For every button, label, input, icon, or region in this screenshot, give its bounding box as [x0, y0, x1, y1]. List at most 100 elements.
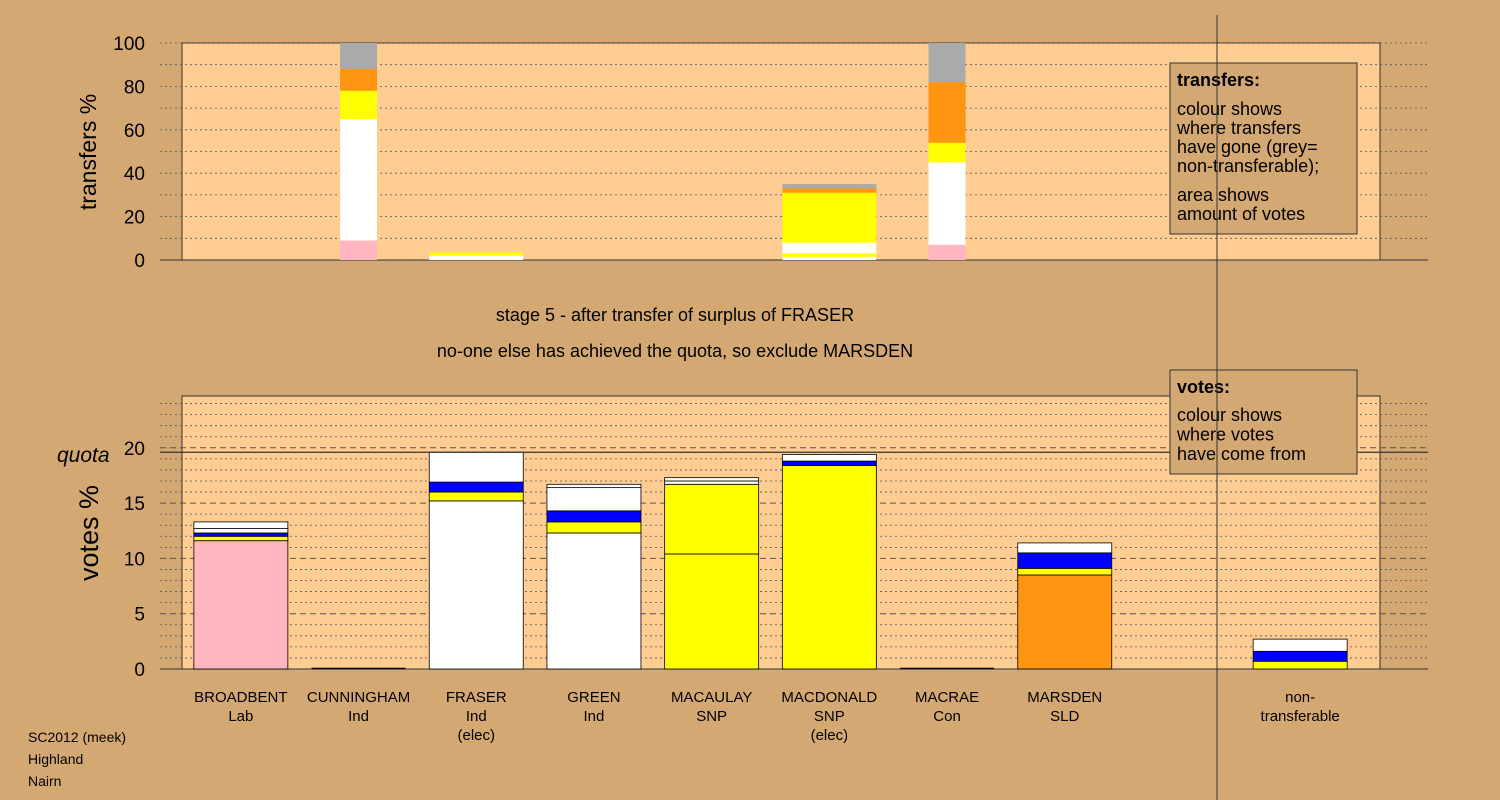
votes-tick-label: 15: [124, 494, 145, 515]
transfer-segment: [928, 244, 966, 260]
candidate-label: MACAULAY SNP: [671, 689, 752, 725]
candidate-label-line: Ind: [466, 708, 487, 725]
vote-segment: [193, 535, 289, 542]
transfer-segment: [340, 240, 378, 260]
transfers-legend-line: amount of votes: [1177, 204, 1305, 224]
vote-segment: [428, 481, 524, 493]
candidate-label: CUNNINGHAM Ind: [307, 689, 410, 725]
votes-tick-label: 0: [134, 660, 145, 681]
candidate-label-line: MACAULAY: [671, 689, 752, 706]
election-footer: SC2012 (meek) Highland Nairn: [28, 729, 126, 789]
vote-segment: [428, 451, 524, 483]
candidate-label-line: Lab: [228, 708, 253, 725]
votes-tick-label: 5: [134, 605, 145, 626]
transfer-segment: [782, 242, 877, 254]
vote-segment: [1017, 567, 1113, 576]
vote-segment: [1017, 542, 1113, 554]
transfer-segment: [928, 82, 966, 143]
candidate-label-line: non-: [1285, 689, 1315, 706]
transfer-segment: [928, 142, 966, 163]
transfers-tick-label: 80: [124, 77, 145, 98]
vote-segment: [546, 521, 642, 534]
votes-tick-label: 20: [124, 439, 145, 460]
transfers-y-axis-label: transfers %: [75, 94, 101, 210]
votes-legend-box: [1169, 369, 1358, 475]
transfer-segment: [340, 118, 378, 241]
transfer-segment: [429, 252, 524, 256]
candidate-label-line: SNP: [814, 708, 845, 725]
transfer-segment: [340, 69, 378, 91]
transfers-tick-label: 0: [134, 251, 145, 272]
transfer-segment: [340, 43, 378, 70]
vote-segment: [428, 491, 524, 502]
candidate-label-line: MARSDEN: [1027, 689, 1102, 706]
transfers-tick-label: 60: [124, 121, 145, 142]
votes-legend-line: where votes: [1176, 425, 1274, 445]
candidate-label-line: (elec): [811, 727, 849, 744]
vote-segment: [546, 487, 642, 512]
transfer-segment: [782, 192, 877, 243]
votes-legend-title: votes:: [1177, 377, 1230, 397]
vote-segment: [1017, 552, 1113, 569]
candidate-label: MACRAE Con: [915, 689, 979, 725]
vote-segment: [781, 465, 877, 670]
transfer-segment: [782, 256, 877, 260]
vote-segment: [193, 540, 289, 670]
transfers-legend-line: non-transferable);: [1177, 156, 1319, 176]
vote-segment: [193, 521, 289, 529]
candidate-label-line: MACRAE: [915, 689, 979, 706]
candidate-label-line: CUNNINGHAM: [307, 689, 410, 706]
candidate-label: FRASER Ind (elec): [446, 689, 507, 744]
footer-line: Highland: [28, 751, 83, 767]
candidate-label: MARSDEN SLD: [1027, 689, 1102, 725]
vote-segment: [193, 532, 289, 537]
transfers-bars: [340, 43, 966, 260]
vote-segment: [664, 483, 760, 555]
transfer-segment: [429, 255, 524, 260]
vote-segment: [1017, 574, 1113, 670]
votes-bars: [193, 451, 1348, 670]
transfers-legend-line: colour shows: [1177, 99, 1282, 119]
candidate-label-line: FRASER: [446, 689, 507, 706]
candidate-label-line: GREEN: [567, 689, 620, 706]
vote-segment: [428, 500, 524, 670]
stage-description: stage 5 - after transfer of surplus of F…: [496, 305, 854, 325]
candidate-label-line: SNP: [696, 708, 727, 725]
quota-label: quota: [57, 444, 110, 467]
votes-chart: 0 5 10 15 20 quota votes % BROADBENT Lab CUNNI…: [57, 369, 1428, 744]
votes-legend-line: colour shows: [1177, 405, 1282, 425]
vote-segment: [1252, 660, 1348, 670]
transfer-segment: [928, 43, 966, 83]
vote-segment: [546, 510, 642, 523]
action-description: no-one else has achieved the quota, so e…: [437, 341, 913, 361]
transfers-chart: 0 20 40 60 80 100 transfers % transfers: colo…: [75, 34, 1428, 272]
transfers-legend-line: have gone (grey=: [1177, 137, 1318, 157]
votes-y-ticks: 0 5 10 15 20: [124, 439, 145, 681]
vote-segment: [664, 553, 760, 670]
transfers-y-ticks: 0 20 40 60 80 100: [113, 34, 145, 272]
votes-y-axis-label: votes %: [74, 485, 104, 581]
transfer-segment: [782, 253, 877, 257]
candidate-labels: BROADBENT Lab CUNNINGHAM Ind FRASER Ind (elec)…: [194, 689, 1340, 744]
candidate-label: BROADBENT Lab: [194, 689, 287, 725]
candidate-label-line: Ind: [584, 708, 605, 725]
candidate-label-line: MACDONALD: [781, 689, 877, 706]
candidate-label-line: transferable: [1261, 708, 1340, 725]
transfers-tick-label: 20: [124, 208, 145, 229]
candidate-label: MACDONALD SNP (elec): [781, 689, 877, 744]
vote-segment: [1252, 650, 1348, 662]
vote-segment: [546, 483, 642, 489]
candidate-label-line: SLD: [1050, 708, 1079, 725]
vote-segment: [664, 477, 760, 482]
transfer-segment: [928, 162, 966, 245]
transfers-legend-box: [1169, 62, 1358, 235]
candidate-label: non-transferable: [1261, 689, 1340, 725]
vote-segment: [193, 528, 289, 534]
transfers-tick-label: 40: [124, 164, 145, 185]
votes-legend-line: have come from: [1177, 444, 1306, 464]
candidate-label-line: (elec): [457, 727, 495, 744]
vote-segment: [664, 480, 760, 485]
